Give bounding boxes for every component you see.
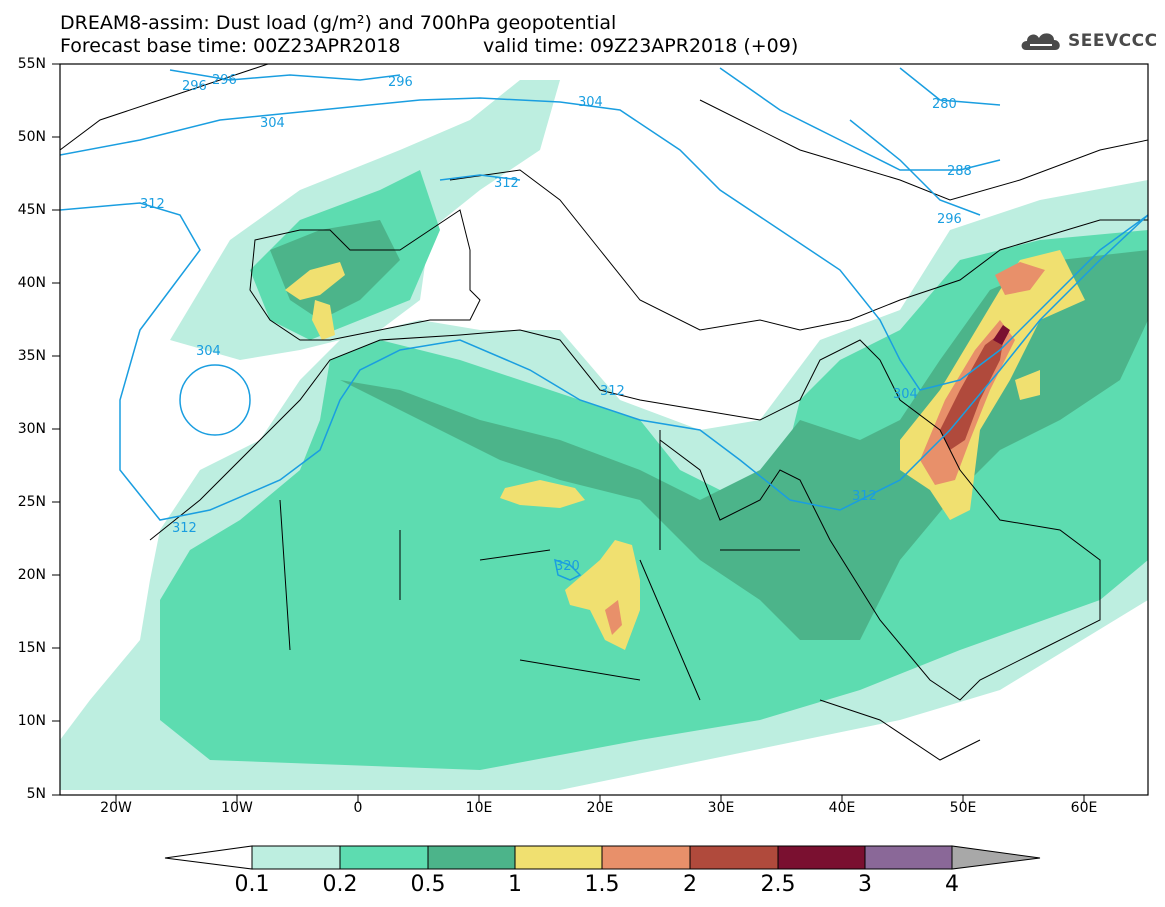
lat-label: 10N bbox=[17, 713, 46, 729]
cloud-logo-icon bbox=[1021, 33, 1060, 50]
dust-region-yellow-libya bbox=[500, 480, 585, 508]
colorbar-segment bbox=[689, 845, 779, 870]
dust-region-yellow-gulf bbox=[1015, 370, 1040, 400]
lon-label: 60E bbox=[1070, 800, 1098, 816]
lat-label: 35N bbox=[17, 348, 46, 364]
axis-ticks bbox=[52, 63, 1085, 803]
dust-region-maroon bbox=[993, 325, 1010, 345]
lon-label: 40E bbox=[828, 800, 856, 816]
colorbar-segment bbox=[777, 845, 866, 870]
colorbar-label: 3 bbox=[858, 872, 872, 897]
dust-region-orange-north bbox=[995, 262, 1045, 295]
colorbar-label: 0.1 bbox=[234, 872, 270, 897]
lon-label: 30E bbox=[707, 800, 735, 816]
logo-text: SEEVCCC bbox=[1068, 31, 1158, 51]
colorbar-label: 0.2 bbox=[322, 872, 358, 897]
lon-label: 20E bbox=[586, 800, 614, 816]
contour-label: 312 bbox=[172, 521, 197, 536]
lat-label: 5N bbox=[26, 786, 46, 802]
contour-label: 304 bbox=[578, 95, 603, 110]
lat-label: 15N bbox=[17, 640, 46, 656]
dust-region-yellow-iberia2 bbox=[312, 300, 335, 340]
colorbar-label: 2.5 bbox=[760, 872, 796, 897]
lat-label: 25N bbox=[17, 494, 46, 510]
lat-label: 40N bbox=[17, 275, 46, 291]
forecast-base-time: Forecast base time: 00Z23APR2018 bbox=[60, 35, 401, 57]
contour-label: 304 bbox=[196, 344, 221, 359]
lon-label: 0 bbox=[353, 800, 363, 816]
lat-label: 55N bbox=[17, 56, 46, 72]
contour-label: 320 bbox=[555, 559, 580, 574]
contour-label: 296 bbox=[388, 75, 413, 90]
lon-label: 50E bbox=[949, 800, 977, 816]
colorbar-label: 1 bbox=[508, 872, 522, 897]
colorbar-segment bbox=[251, 845, 341, 870]
seevccc-logo: SEEVCCC bbox=[1018, 28, 1158, 54]
lon-label: 20W bbox=[100, 800, 132, 816]
colorbar-label: 4 bbox=[945, 872, 959, 897]
contour-label: 296 bbox=[212, 73, 237, 88]
contour-label: 304 bbox=[260, 116, 285, 131]
contour-label: 288 bbox=[947, 164, 972, 179]
contour-label: 312 bbox=[140, 197, 165, 212]
colorbar-segment bbox=[864, 845, 953, 870]
dust-region-brown bbox=[940, 330, 1005, 450]
colorbar-under-arrow bbox=[164, 845, 253, 870]
map-title: DREAM8-assim: Dust load (g/m²) and 700hP… bbox=[60, 12, 617, 34]
colorbar-label: 0.5 bbox=[410, 872, 446, 897]
lat-label: 20N bbox=[17, 567, 46, 583]
lat-label: 30N bbox=[17, 421, 46, 437]
colorbar-label: 2 bbox=[683, 872, 697, 897]
lat-label: 50N bbox=[17, 129, 46, 145]
lat-label: 45N bbox=[17, 202, 46, 218]
colorbar-segment bbox=[339, 845, 429, 870]
lon-label: 10W bbox=[221, 800, 253, 816]
contour-label: 312 bbox=[600, 384, 625, 399]
contour-label: 312 bbox=[494, 176, 519, 191]
colorbar-segment bbox=[514, 845, 603, 870]
contour-label: 312 bbox=[852, 489, 877, 504]
geopotential-contours bbox=[60, 67, 1148, 581]
colorbar-segment bbox=[427, 845, 516, 870]
contour-label: 296 bbox=[937, 212, 962, 227]
contour-label: 296 bbox=[182, 79, 207, 94]
contour-label: 280 bbox=[932, 97, 957, 112]
colorbar-over-arrow bbox=[951, 845, 1041, 870]
colorbar-label: 1.5 bbox=[584, 872, 620, 897]
dust-region-orange-chad bbox=[605, 600, 622, 635]
colorbar bbox=[164, 845, 1041, 870]
dust-region-yellow-iberia bbox=[285, 262, 345, 300]
lon-label: 10E bbox=[465, 800, 493, 816]
contour-label: 304 bbox=[893, 387, 918, 402]
valid-time: valid time: 09Z23APR2018 (+09) bbox=[483, 35, 799, 57]
colorbar-segment bbox=[601, 845, 691, 870]
